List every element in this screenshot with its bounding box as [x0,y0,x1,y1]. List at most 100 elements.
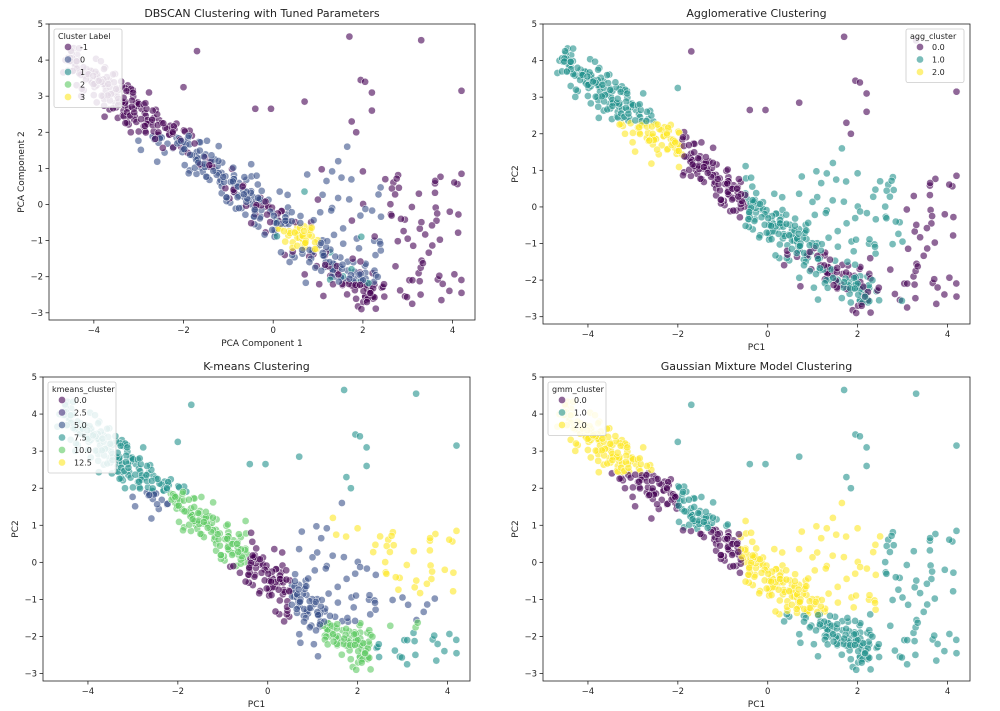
data-point [304,574,313,583]
data-point [353,524,362,533]
data-point [741,222,750,230]
data-point [613,94,622,103]
data-point [716,195,725,204]
legend-title: agg_cluster [910,32,957,41]
data-point [387,531,396,540]
data-point [566,57,575,66]
y-tick-label: 3 [532,93,537,103]
data-point [679,526,687,535]
data-point [767,591,776,599]
data-point [840,634,848,643]
data-point [381,558,390,566]
data-point [271,607,280,616]
data-point [851,214,860,222]
data-point [628,493,637,501]
data-point [616,88,625,96]
data-point [342,532,350,541]
data-point [635,454,644,463]
data-point [319,251,328,260]
data-point [940,290,949,299]
data-point [235,530,243,539]
data-point [679,488,687,496]
y-tick-label: 5 [38,20,43,30]
data-point [100,112,109,121]
data-point [185,495,193,504]
data-point [842,118,851,127]
data-point [368,88,376,97]
data-point [260,576,269,585]
data-point [796,638,805,647]
y-tick-label: 5 [532,20,537,30]
data-point [923,600,932,609]
data-point [822,524,831,533]
data-point [356,211,365,220]
data-point [354,647,363,656]
data-point [868,276,877,285]
data-point [940,210,949,219]
data-point [187,527,195,535]
data-point [141,128,150,137]
data-point [795,545,803,553]
data-point [723,520,732,529]
data-point [196,530,205,538]
data-point [876,532,884,541]
x-tick-label: 4 [450,326,455,336]
data-point [316,208,325,217]
data-point [631,116,640,125]
data-point [840,197,848,206]
data-point [346,655,355,664]
data-point [179,83,188,92]
data-point [871,571,880,579]
data-point [910,227,919,236]
x-tick-label: −2 [177,326,190,336]
data-point [775,240,784,249]
data-point [733,184,741,193]
y-tick-label: 0 [532,558,537,568]
data-point [631,147,639,156]
data-point [392,174,401,183]
data-point [932,656,941,665]
data-point [409,241,418,250]
plot-frame [42,376,471,682]
data-point [240,173,249,181]
data-point [606,86,615,94]
data-point [197,493,206,501]
data-point [856,207,864,216]
data-point [952,279,961,288]
data-point [264,569,273,578]
data-point [851,617,859,625]
data-point [757,213,766,222]
x-tick-label: 2 [360,326,365,336]
data-point [209,513,217,522]
data-point [417,218,426,227]
legend-marker [64,68,72,76]
data-point [699,163,708,171]
plot-frame [542,376,971,682]
data-point [688,515,697,524]
data-point [435,271,444,280]
data-point [837,650,846,659]
data-point [355,244,363,253]
x-tick-label: −4 [82,687,95,697]
data-point [205,161,214,169]
data-point [623,89,632,98]
data-point [709,513,717,522]
data-point [832,175,841,184]
data-point [952,292,961,301]
y-tick-label: 5 [532,373,537,383]
data-point [202,508,210,516]
data-point [615,474,624,483]
data-point [247,528,255,537]
data-point [207,151,216,160]
legend-marker [64,80,72,89]
data-point [298,246,306,254]
data-point [871,249,880,258]
data-point [891,290,899,298]
data-point [314,652,322,661]
legend-label: 0.0 [574,396,587,405]
data-point [812,167,821,176]
data-point [748,537,757,546]
legend-title: Cluster Label [58,32,111,41]
data-point [153,157,162,166]
data-point [332,530,341,539]
